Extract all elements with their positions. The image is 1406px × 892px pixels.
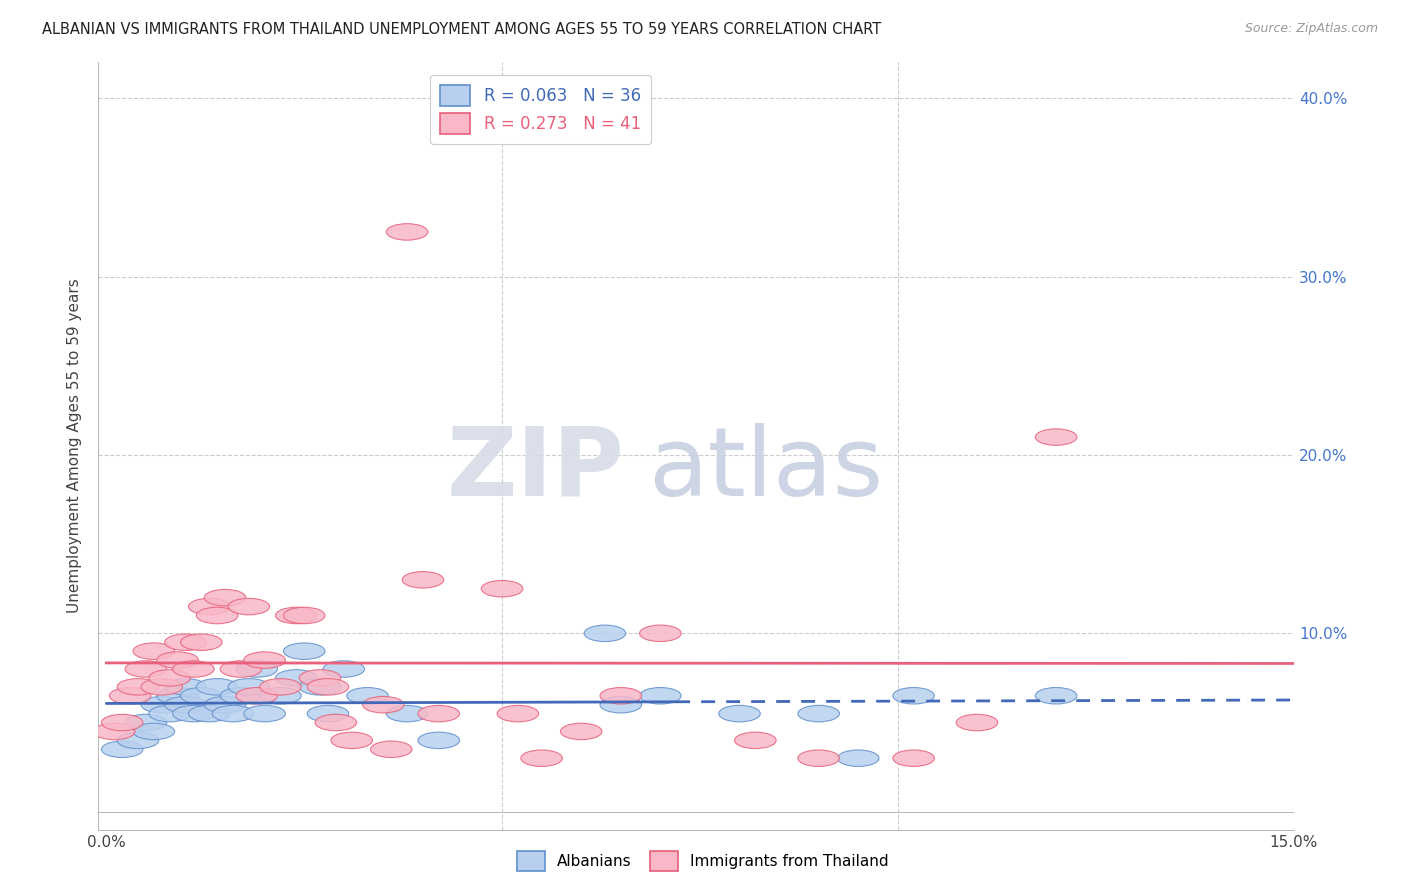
Ellipse shape	[228, 679, 270, 695]
Ellipse shape	[204, 697, 246, 713]
Ellipse shape	[236, 688, 277, 704]
Ellipse shape	[418, 732, 460, 748]
Ellipse shape	[173, 661, 214, 677]
Ellipse shape	[640, 625, 681, 641]
Ellipse shape	[125, 714, 167, 731]
Ellipse shape	[141, 679, 183, 695]
Ellipse shape	[188, 706, 231, 722]
Ellipse shape	[212, 706, 253, 722]
Ellipse shape	[236, 661, 277, 677]
Ellipse shape	[204, 590, 246, 606]
Ellipse shape	[165, 697, 207, 713]
Ellipse shape	[180, 688, 222, 704]
Ellipse shape	[276, 607, 318, 624]
Ellipse shape	[149, 670, 190, 686]
Ellipse shape	[299, 679, 340, 695]
Ellipse shape	[157, 652, 198, 668]
Ellipse shape	[561, 723, 602, 739]
Ellipse shape	[583, 625, 626, 641]
Ellipse shape	[1035, 429, 1077, 445]
Ellipse shape	[165, 634, 207, 650]
Ellipse shape	[363, 697, 404, 713]
Ellipse shape	[117, 679, 159, 695]
Ellipse shape	[188, 599, 231, 615]
Ellipse shape	[197, 607, 238, 624]
Text: ZIP: ZIP	[446, 423, 624, 516]
Ellipse shape	[307, 679, 349, 695]
Ellipse shape	[600, 697, 641, 713]
Ellipse shape	[956, 714, 998, 731]
Ellipse shape	[134, 723, 174, 739]
Ellipse shape	[387, 706, 427, 722]
Ellipse shape	[260, 688, 301, 704]
Ellipse shape	[149, 706, 190, 722]
Legend: R = 0.063   N = 36, R = 0.273   N = 41: R = 0.063 N = 36, R = 0.273 N = 41	[430, 75, 651, 145]
Ellipse shape	[117, 732, 159, 748]
Ellipse shape	[718, 706, 761, 722]
Ellipse shape	[221, 661, 262, 677]
Ellipse shape	[299, 670, 340, 686]
Ellipse shape	[243, 706, 285, 722]
Ellipse shape	[1035, 688, 1077, 704]
Ellipse shape	[228, 599, 270, 615]
Ellipse shape	[180, 634, 222, 650]
Ellipse shape	[893, 688, 935, 704]
Ellipse shape	[93, 723, 135, 739]
Ellipse shape	[110, 688, 150, 704]
Text: atlas: atlas	[648, 423, 883, 516]
Ellipse shape	[893, 750, 935, 766]
Ellipse shape	[640, 688, 681, 704]
Ellipse shape	[221, 688, 262, 704]
Ellipse shape	[315, 714, 357, 731]
Ellipse shape	[197, 679, 238, 695]
Ellipse shape	[600, 688, 641, 704]
Ellipse shape	[101, 714, 143, 731]
Ellipse shape	[243, 652, 285, 668]
Ellipse shape	[797, 706, 839, 722]
Legend: Albanians, Immigrants from Thailand: Albanians, Immigrants from Thailand	[512, 846, 894, 877]
Ellipse shape	[173, 706, 214, 722]
Ellipse shape	[284, 607, 325, 624]
Ellipse shape	[157, 688, 198, 704]
Ellipse shape	[520, 750, 562, 766]
Text: ALBANIAN VS IMMIGRANTS FROM THAILAND UNEMPLOYMENT AMONG AGES 55 TO 59 YEARS CORR: ALBANIAN VS IMMIGRANTS FROM THAILAND UNE…	[42, 22, 882, 37]
Ellipse shape	[141, 697, 183, 713]
Ellipse shape	[165, 679, 207, 695]
Ellipse shape	[276, 670, 318, 686]
Ellipse shape	[260, 679, 301, 695]
Ellipse shape	[125, 661, 167, 677]
Ellipse shape	[330, 732, 373, 748]
Y-axis label: Unemployment Among Ages 55 to 59 years: Unemployment Among Ages 55 to 59 years	[67, 278, 83, 614]
Ellipse shape	[347, 688, 388, 704]
Ellipse shape	[101, 741, 143, 757]
Text: Source: ZipAtlas.com: Source: ZipAtlas.com	[1244, 22, 1378, 36]
Ellipse shape	[284, 643, 325, 659]
Ellipse shape	[371, 741, 412, 757]
Ellipse shape	[498, 706, 538, 722]
Ellipse shape	[797, 750, 839, 766]
Ellipse shape	[134, 643, 174, 659]
Ellipse shape	[838, 750, 879, 766]
Ellipse shape	[323, 661, 364, 677]
Ellipse shape	[418, 706, 460, 722]
Ellipse shape	[402, 572, 444, 588]
Ellipse shape	[307, 706, 349, 722]
Ellipse shape	[481, 581, 523, 597]
Ellipse shape	[387, 224, 427, 240]
Ellipse shape	[734, 732, 776, 748]
